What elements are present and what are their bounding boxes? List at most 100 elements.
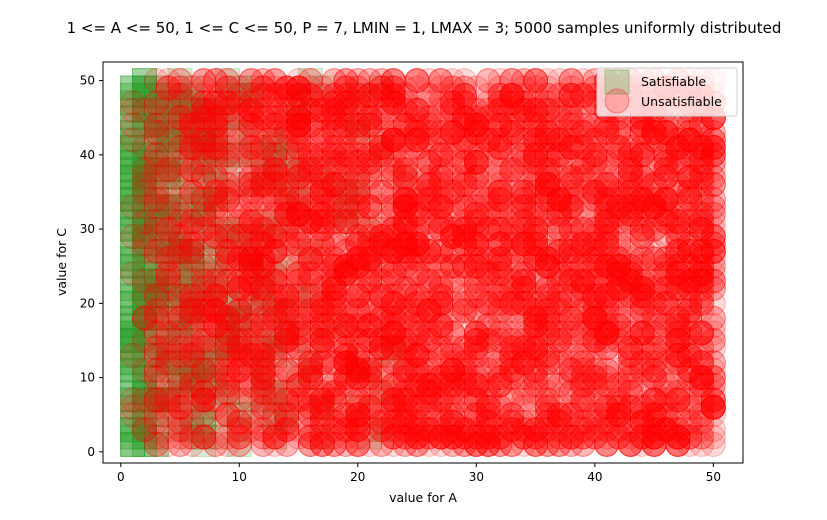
point-satisfiable	[203, 127, 229, 153]
point-satisfiable	[345, 120, 371, 146]
point-unsatisfiable	[677, 357, 703, 383]
point-satisfiable	[120, 253, 146, 279]
point-satisfiable	[167, 246, 193, 272]
point-satisfiable	[155, 157, 181, 183]
point-satisfiable	[131, 186, 157, 212]
point-unsatisfiable	[558, 68, 584, 94]
point-satisfiable	[238, 231, 264, 257]
point-unsatisfiable	[191, 387, 217, 413]
point-unsatisfiable	[203, 127, 229, 153]
point-unsatisfiable	[570, 372, 596, 398]
point-unsatisfiable	[404, 231, 430, 257]
point-satisfiable	[238, 387, 264, 413]
point-unsatisfiable	[250, 372, 276, 398]
point-satisfiable	[131, 275, 157, 301]
point-satisfiable	[143, 127, 169, 153]
chart-title: 1 <= A <= 50, 1 <= C <= 50, P = 7, LMIN …	[67, 19, 782, 37]
point-satisfiable	[203, 238, 229, 264]
point-satisfiable	[120, 112, 146, 138]
point-satisfiable	[131, 164, 157, 190]
point-unsatisfiable	[499, 402, 525, 428]
point-unsatisfiable	[487, 127, 513, 153]
point-unsatisfiable	[191, 357, 217, 383]
point-unsatisfiable	[463, 120, 489, 146]
point-unsatisfiable	[203, 283, 229, 309]
point-satisfiable	[131, 431, 157, 457]
point-unsatisfiable	[143, 431, 169, 457]
point-satisfiable	[203, 402, 229, 428]
point-satisfiable	[262, 424, 288, 450]
point-satisfiable	[120, 164, 146, 190]
point-satisfiable	[179, 231, 205, 257]
point-satisfiable	[120, 357, 146, 383]
point-satisfiable	[262, 335, 288, 361]
point-unsatisfiable	[274, 387, 300, 413]
point-satisfiable	[226, 290, 252, 316]
point-satisfiable	[274, 142, 300, 168]
point-unsatisfiable	[345, 313, 371, 339]
point-satisfiable	[191, 97, 217, 123]
point-satisfiable	[155, 387, 181, 413]
point-satisfiable	[250, 290, 276, 316]
point-satisfiable	[120, 149, 146, 175]
point-satisfiable	[238, 120, 264, 146]
point-satisfiable	[155, 209, 181, 235]
point-satisfiable	[214, 290, 240, 316]
point-satisfiable	[120, 90, 146, 116]
point-satisfiable	[155, 253, 181, 279]
point-satisfiable	[120, 365, 146, 391]
point-satisfiable	[120, 134, 146, 160]
point-satisfiable	[131, 231, 157, 257]
point-satisfiable	[203, 224, 229, 250]
point-unsatisfiable	[369, 231, 395, 257]
point-satisfiable	[203, 172, 229, 198]
point-satisfiable	[238, 82, 264, 108]
point-satisfiable	[131, 164, 157, 190]
point-unsatisfiable	[143, 164, 169, 190]
point-unsatisfiable	[214, 409, 240, 435]
point-unsatisfiable	[428, 142, 454, 168]
point-satisfiable	[167, 157, 193, 183]
point-unsatisfiable	[179, 283, 205, 309]
point-satisfiable	[274, 402, 300, 428]
point-unsatisfiable	[309, 283, 335, 309]
point-satisfiable	[191, 424, 217, 450]
point-satisfiable	[203, 365, 229, 391]
point-satisfiable	[155, 82, 181, 108]
point-satisfiable	[131, 209, 157, 235]
point-unsatisfiable	[451, 298, 477, 324]
point-satisfiable	[143, 387, 169, 413]
point-satisfiable	[179, 417, 205, 443]
point-satisfiable	[131, 387, 157, 413]
point-satisfiable	[120, 350, 146, 376]
point-satisfiable	[226, 305, 252, 331]
point-unsatisfiable	[463, 320, 489, 346]
point-satisfiable	[214, 179, 240, 205]
point-unsatisfiable	[203, 313, 229, 339]
point-satisfiable	[143, 268, 169, 294]
point-satisfiable	[214, 246, 240, 272]
point-satisfiable	[321, 172, 347, 198]
point-satisfiable	[131, 112, 157, 138]
point-satisfiable	[369, 417, 395, 443]
point-unsatisfiable	[155, 105, 181, 131]
point-satisfiable	[120, 224, 146, 250]
point-unsatisfiable	[120, 342, 146, 368]
point-satisfiable	[120, 431, 146, 457]
point-satisfiable	[333, 209, 359, 235]
point-satisfiable	[179, 372, 205, 398]
point-satisfiable	[143, 105, 169, 131]
point-satisfiable	[191, 120, 217, 146]
point-satisfiable	[179, 305, 205, 331]
point-unsatisfiable	[309, 335, 335, 361]
point-satisfiable	[131, 275, 157, 301]
point-unsatisfiable	[700, 402, 726, 428]
point-satisfiable	[131, 379, 157, 405]
point-satisfiable	[120, 253, 146, 279]
point-satisfiable	[131, 394, 157, 420]
point-unsatisfiable	[582, 142, 608, 168]
point-satisfiable	[345, 112, 371, 138]
point-unsatisfiable	[143, 305, 169, 331]
point-satisfiable	[131, 68, 157, 94]
point-satisfiable	[143, 357, 169, 383]
